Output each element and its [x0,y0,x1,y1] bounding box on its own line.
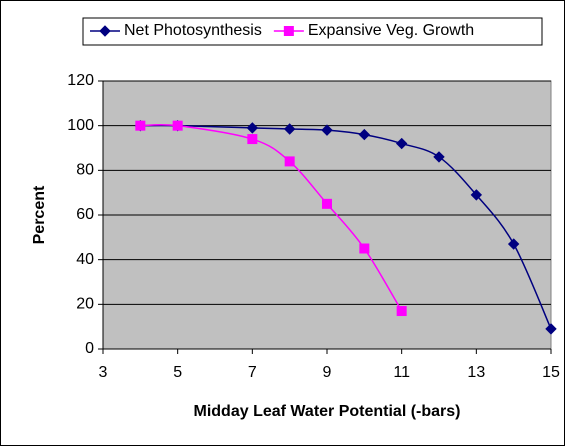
x-tick-label: 7 [248,364,257,381]
y-tick-label: 60 [76,206,94,223]
legend-marker [99,25,111,37]
data-point [396,306,407,317]
data-point [395,137,408,150]
y-axis-label: Percent [31,185,48,244]
data-point [247,134,258,145]
y-tick-label: 20 [76,296,94,313]
data-point [322,198,332,209]
x-tick-label: 3 [99,364,108,381]
data-point [135,120,146,131]
legend-label: Expansive Veg. Growth [308,22,474,39]
x-tick-label: 15 [542,364,560,381]
y-tick-label: 100 [67,117,94,134]
legend-marker [283,26,294,36]
x-tick-label: 11 [393,364,410,381]
data-point [359,243,370,254]
data-point [433,151,445,163]
data-point [246,122,259,134]
y-tick-label: 80 [76,162,94,179]
data-point [172,120,183,131]
data-point [321,124,333,136]
x-tick-label: 9 [323,364,332,381]
legend-label: Net Photosynthesis [124,22,262,39]
y-tick-label: 40 [76,251,94,268]
data-point [283,123,296,135]
x-tick-label: 5 [173,364,182,381]
y-tick-label: 120 [67,72,94,89]
data-point [284,156,295,167]
data-point [470,189,483,201]
x-tick-label: 13 [467,364,485,381]
data-point [545,323,557,335]
y-tick-label: 0 [85,340,94,357]
data-point [507,238,520,250]
legend-box [82,17,543,46]
x-axis-label: Midday Leaf Water Potential (-bars) [194,403,461,420]
data-point [358,128,371,141]
